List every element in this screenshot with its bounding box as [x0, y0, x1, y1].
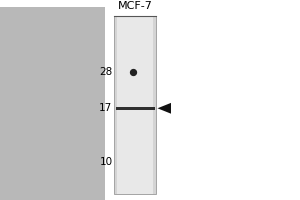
Bar	[114, 16, 156, 194]
Bar	[117, 16, 153, 194]
Polygon shape	[158, 103, 171, 114]
Text: 28: 28	[99, 67, 112, 77]
Point	[130, 70, 135, 73]
Text: MCF-7: MCF-7	[118, 1, 152, 11]
Bar	[0, 7, 105, 200]
Text: 17: 17	[99, 103, 112, 113]
Bar	[116, 107, 154, 110]
Text: 10: 10	[99, 157, 112, 167]
